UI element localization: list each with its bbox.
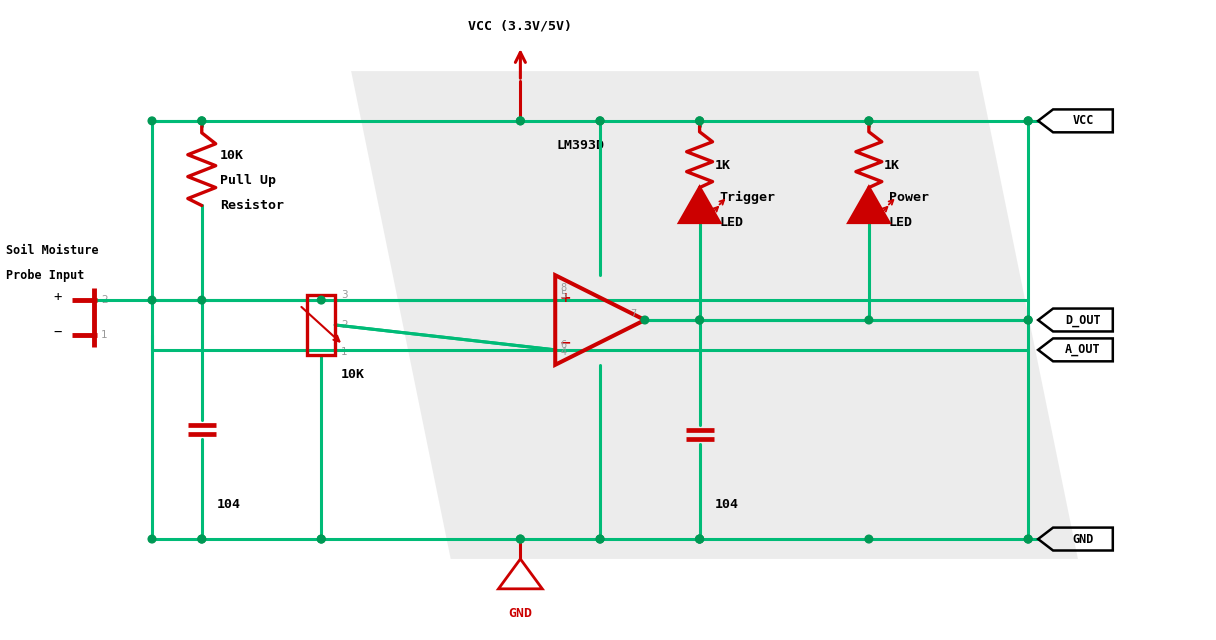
Text: 10K: 10K bbox=[220, 149, 243, 162]
Text: Pull Up: Pull Up bbox=[220, 174, 276, 187]
Text: Power: Power bbox=[889, 191, 929, 204]
Circle shape bbox=[696, 117, 703, 125]
Text: 104: 104 bbox=[216, 498, 241, 511]
Circle shape bbox=[865, 117, 873, 125]
Circle shape bbox=[517, 535, 524, 543]
Text: 1: 1 bbox=[101, 330, 107, 340]
Circle shape bbox=[696, 535, 703, 543]
Circle shape bbox=[641, 316, 648, 324]
Circle shape bbox=[198, 117, 206, 125]
Text: 10K: 10K bbox=[342, 368, 365, 381]
Circle shape bbox=[1024, 535, 1032, 543]
Circle shape bbox=[1024, 535, 1032, 543]
Text: VCC (3.3V/5V): VCC (3.3V/5V) bbox=[468, 20, 573, 33]
Circle shape bbox=[198, 535, 206, 543]
Circle shape bbox=[865, 316, 873, 324]
Circle shape bbox=[1024, 117, 1032, 125]
Circle shape bbox=[696, 535, 703, 543]
Bar bbox=[308, 295, 336, 355]
Circle shape bbox=[317, 535, 325, 543]
Text: 3: 3 bbox=[342, 290, 348, 300]
Text: Probe Input: Probe Input bbox=[6, 269, 84, 282]
Circle shape bbox=[148, 296, 156, 304]
Circle shape bbox=[696, 117, 703, 125]
Text: 5: 5 bbox=[561, 290, 567, 300]
Text: 7: 7 bbox=[631, 309, 637, 319]
Text: +: + bbox=[559, 291, 572, 305]
Circle shape bbox=[198, 117, 206, 125]
Text: GND: GND bbox=[508, 607, 533, 620]
Text: +: + bbox=[54, 290, 62, 304]
Text: GND: GND bbox=[1073, 532, 1093, 545]
Circle shape bbox=[596, 117, 604, 125]
Text: 8: 8 bbox=[561, 283, 567, 293]
Text: 2: 2 bbox=[101, 295, 107, 305]
Polygon shape bbox=[680, 188, 720, 223]
Circle shape bbox=[596, 117, 604, 125]
Circle shape bbox=[696, 316, 703, 324]
Circle shape bbox=[1024, 316, 1032, 324]
Text: 104: 104 bbox=[715, 498, 738, 511]
Text: 6: 6 bbox=[561, 340, 567, 350]
Text: D_OUT: D_OUT bbox=[1065, 314, 1100, 326]
Circle shape bbox=[148, 117, 156, 125]
Circle shape bbox=[696, 316, 703, 324]
Text: LED: LED bbox=[720, 216, 743, 229]
Circle shape bbox=[596, 535, 604, 543]
Text: LED: LED bbox=[889, 216, 913, 229]
Text: 1K: 1K bbox=[715, 159, 731, 172]
Circle shape bbox=[517, 117, 524, 125]
Circle shape bbox=[517, 535, 524, 543]
Circle shape bbox=[696, 535, 703, 543]
Circle shape bbox=[317, 535, 325, 543]
Text: A_OUT: A_OUT bbox=[1065, 344, 1100, 356]
Circle shape bbox=[198, 535, 206, 543]
Circle shape bbox=[198, 296, 206, 304]
Text: Trigger: Trigger bbox=[720, 191, 776, 204]
Text: Resistor: Resistor bbox=[220, 199, 283, 212]
Circle shape bbox=[865, 117, 873, 125]
Text: 4: 4 bbox=[561, 347, 567, 357]
Text: 1K: 1K bbox=[884, 159, 900, 172]
Text: LM393D: LM393D bbox=[556, 140, 604, 152]
Text: Soil Moisture: Soil Moisture bbox=[6, 244, 98, 257]
Polygon shape bbox=[849, 188, 889, 223]
Circle shape bbox=[865, 535, 873, 543]
Circle shape bbox=[1024, 117, 1032, 125]
Circle shape bbox=[596, 535, 604, 543]
Text: −: − bbox=[559, 335, 572, 349]
Polygon shape bbox=[351, 71, 1077, 559]
Text: −: − bbox=[54, 325, 62, 339]
Text: 2: 2 bbox=[342, 320, 348, 330]
Circle shape bbox=[1024, 316, 1032, 324]
Text: VCC: VCC bbox=[1073, 115, 1093, 127]
Circle shape bbox=[148, 535, 156, 543]
Text: 1: 1 bbox=[342, 347, 348, 357]
Circle shape bbox=[517, 117, 524, 125]
Circle shape bbox=[317, 296, 325, 304]
